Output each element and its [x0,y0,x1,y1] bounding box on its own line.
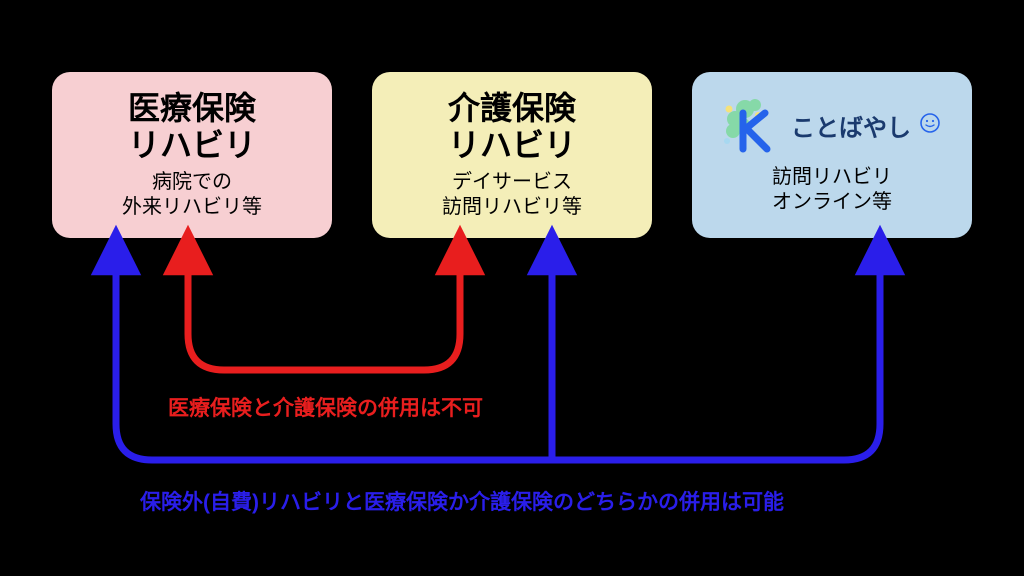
box-care-insurance: 介護保険 リハビリ デイサービス 訪問リハビリ等 [372,72,652,238]
box-medical-subtitle: 病院での 外来リハビリ等 [122,170,262,220]
caption-red: 医療保険と介護保険の併用は不可 [168,392,483,422]
box-medical-title: 医療保険 リハビリ [128,90,256,164]
box-care-title: 介護保険 リハビリ [448,90,576,164]
brand-logo-icon [723,95,783,155]
brand-logo-wrap: ことばやし [723,95,941,155]
brand-name: ことばやし [791,108,911,143]
box-kotobayashi-subtitle: 訪問リハビリ オンライン等 [772,165,892,215]
box-kotobayashi: ことばやし 訪問リハビリ オンライン等 [692,72,972,238]
arrow-red-medical-care [188,250,460,370]
box-medical-insurance: 医療保険 リハビリ 病院での 外来リハビリ等 [52,72,332,238]
box-care-subtitle: デイサービス 訪問リハビリ等 [442,170,582,220]
caption-blue: 保険外(自費)リハビリと医療保険か介護保険のどちらかの併用は可能 [140,486,784,516]
arrow-blue-self-pay [116,250,880,460]
face-icon [919,112,941,139]
